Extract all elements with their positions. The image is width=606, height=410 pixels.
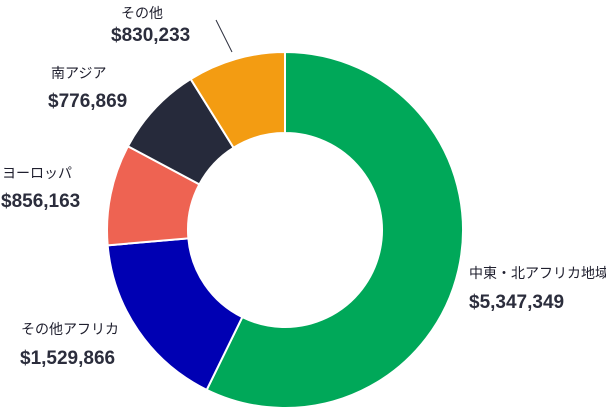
slice-label-mena: 中東・北アフリカ地域	[469, 265, 606, 281]
slice-value-other: $830,233	[111, 25, 190, 46]
slice-value-europe: $856,163	[1, 191, 80, 212]
slices-group	[106, 50, 464, 409]
slice-label-south-asia: 南アジア	[51, 65, 106, 81]
slice-label-other: その他	[121, 5, 163, 21]
leader-line-other	[215, 19, 233, 53]
labels-group: その他 $830,233 南アジア $776,869 ヨーロッパ $856,16…	[1, 5, 606, 369]
slice-other	[189, 50, 286, 150]
slice-value-mena: $5,347,349	[469, 292, 564, 313]
slice-mena	[205, 50, 464, 409]
slice-label-europe: ヨーロッパ	[2, 165, 72, 181]
slice-label-other-africa: その他アフリカ	[21, 321, 119, 337]
slice-value-south-asia: $776,869	[48, 91, 127, 112]
slice-value-other-africa: $1,529,866	[20, 348, 115, 369]
